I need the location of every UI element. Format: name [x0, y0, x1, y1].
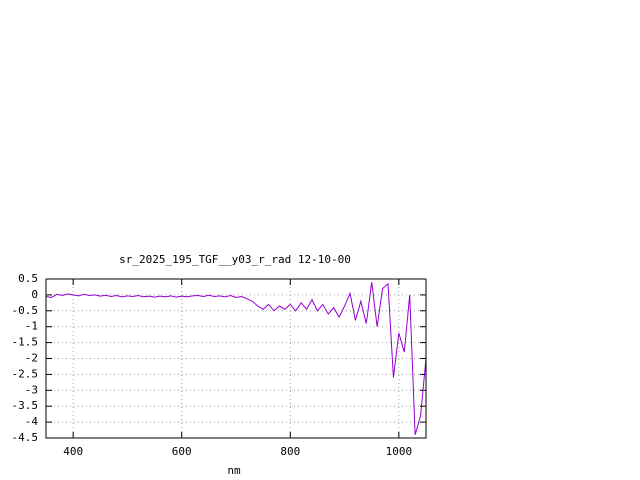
chart-title: sr_2025_195_TGF__y03_r_rad 12-10-00: [119, 253, 351, 266]
x-tick-label: 600: [172, 445, 192, 458]
y-tick-label: -1: [25, 320, 38, 333]
data-line: [45, 282, 427, 435]
y-tick-label: -4: [25, 415, 39, 428]
y-tick-label: -4.5: [12, 431, 39, 444]
x-tick-label: 400: [63, 445, 83, 458]
x-axis-label: nm: [227, 464, 241, 477]
y-tick-label: -1.5: [12, 336, 39, 349]
y-tick-label: -3.5: [12, 399, 39, 412]
y-tick-label: -2.5: [12, 367, 39, 380]
plot-border: [45, 278, 427, 439]
y-tick-label: -0.5: [12, 304, 39, 317]
x-tick-label: 800: [280, 445, 300, 458]
y-tick-label: -2: [25, 352, 38, 365]
y-tick-label: -3: [25, 383, 38, 396]
x-tick-label: 1000: [386, 445, 413, 458]
y-tick-label: 0: [31, 288, 38, 301]
y-tick-label: 0.5: [18, 272, 38, 285]
